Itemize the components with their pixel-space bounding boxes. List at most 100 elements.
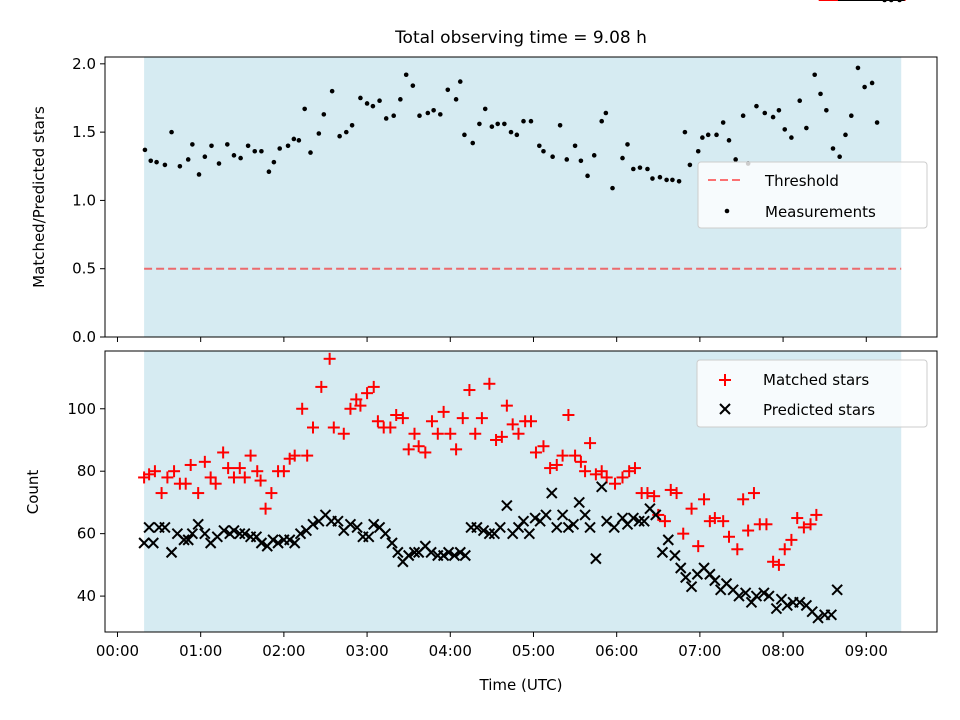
count-y-tick-label: 100 <box>67 400 96 418</box>
predicted-star-point <box>228 524 240 537</box>
count-y-label: Count <box>24 470 42 515</box>
matched-star-point <box>500 399 513 412</box>
measurement-point <box>277 146 283 151</box>
measurement-point <box>209 143 214 149</box>
ratio-legend: Threshold Measurements <box>697 161 928 229</box>
matched-star-point <box>579 465 592 478</box>
measurement-point <box>762 110 768 116</box>
predicted-star-point <box>733 590 745 602</box>
predicted-star-point <box>159 521 171 534</box>
matched-star-point <box>277 465 290 478</box>
matched-star-point <box>791 512 804 525</box>
ratio-y-tick-label: 1.0 <box>72 191 96 209</box>
matched-star-point <box>244 449 257 462</box>
x-axis-label: Time (UTC) <box>479 676 563 694</box>
matched-star-point <box>810 508 823 521</box>
legend-predicted-swatch <box>719 403 731 415</box>
predicted-star-point <box>680 571 692 584</box>
measurement-point <box>770 114 776 120</box>
matched-star-point <box>198 455 211 468</box>
measurement-point <box>425 110 431 116</box>
matched-star-point <box>437 405 450 418</box>
predicted-star-point <box>267 534 279 546</box>
measurement-point <box>578 158 584 164</box>
measurement-point <box>664 177 669 183</box>
predicted-star-point <box>425 546 437 559</box>
measurement-point <box>610 185 615 191</box>
measurement-point <box>169 129 174 135</box>
predicted-star-point <box>448 549 461 562</box>
count-y-axis: 40 60 80 100 <box>67 400 105 605</box>
matched-star-point <box>574 455 587 468</box>
measurement-point <box>812 72 817 78</box>
matched-star-point <box>747 487 760 500</box>
matched-star-point <box>609 477 622 490</box>
measurement-point <box>370 103 376 109</box>
matched-star-point <box>456 412 469 425</box>
count-axes-frame <box>104 350 938 633</box>
measurement-point <box>489 124 495 129</box>
measurement-point <box>637 165 643 170</box>
measurement-point <box>754 103 759 109</box>
measurement-point <box>789 135 794 140</box>
predicted-star-point <box>234 527 246 540</box>
measurement-point <box>316 131 322 136</box>
chart-title: Total observing time = 9.08 h <box>394 28 647 48</box>
matched-star-point <box>444 427 457 440</box>
matched-star-point <box>384 421 397 434</box>
matched-star-point <box>737 493 750 506</box>
matched-star-point <box>685 502 698 515</box>
matched-star-point <box>412 440 425 453</box>
matched-star-point <box>652 508 665 521</box>
matched-star-point <box>238 471 251 484</box>
matched-star-point <box>717 515 730 528</box>
predicted-star-point <box>402 549 415 562</box>
measurement-point <box>321 112 327 117</box>
matched-star-point <box>408 427 421 440</box>
matched-star-point <box>323 352 336 365</box>
legend-predicted-label: Predicted stars <box>763 401 875 419</box>
measurement-point <box>849 113 854 119</box>
predicted-star-point <box>199 527 211 540</box>
measurement-point <box>403 72 409 78</box>
matched-stars-series <box>138 0 906 571</box>
matched-star-point <box>361 387 374 400</box>
matched-star-point <box>307 421 319 434</box>
measurement-point <box>477 121 482 127</box>
matched-star-point <box>658 515 671 528</box>
predicted-star-point <box>633 515 645 527</box>
measurement-point <box>818 91 823 97</box>
matched-star-point <box>192 487 205 500</box>
matched-star-point <box>222 462 235 475</box>
matched-star-point <box>327 421 340 434</box>
measurement-point <box>398 97 403 102</box>
predicted-star-point <box>831 584 843 596</box>
matched-star-point <box>778 543 791 556</box>
measurement-point <box>343 129 349 135</box>
predicted-star-point <box>379 527 392 540</box>
x-tick-label: 05:00 <box>512 642 555 660</box>
matched-star-point <box>259 502 272 515</box>
predicted-star-point <box>627 512 640 524</box>
measurement-point <box>687 162 693 168</box>
matched-star-point <box>797 521 810 534</box>
measurement-point <box>700 135 705 140</box>
matched-star-point <box>155 487 168 500</box>
measurement-point <box>625 142 630 147</box>
count-panel: 40 60 80 100 00:00 01:00 02:00 03:00 04:00 05:00… <box>24 0 938 694</box>
measurement-point <box>508 129 514 135</box>
measurement-point <box>650 176 655 181</box>
matched-star-point <box>556 449 569 462</box>
measurement-point <box>271 159 277 165</box>
predicted-star-point <box>758 587 770 599</box>
measurement-point <box>285 143 291 149</box>
predicted-star-point <box>781 599 793 612</box>
measurement-point <box>843 132 848 138</box>
matched-star-point <box>350 393 363 406</box>
predicted-star-point <box>556 509 569 521</box>
predicted-star-point <box>812 612 824 624</box>
predicted-star-point <box>750 590 763 602</box>
measurement-point <box>410 83 416 88</box>
ratio-y-tick-label: 2.0 <box>72 55 96 73</box>
x-tick-label: 07:00 <box>678 642 721 660</box>
